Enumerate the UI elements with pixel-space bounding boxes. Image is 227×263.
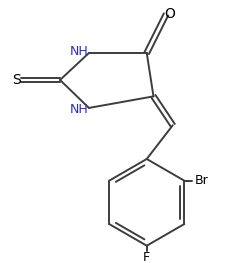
Text: F: F — [143, 251, 150, 263]
Text: Br: Br — [195, 174, 209, 187]
Text: O: O — [164, 7, 175, 22]
Text: S: S — [12, 73, 21, 87]
Text: NH: NH — [70, 103, 89, 116]
Text: NH: NH — [70, 44, 89, 58]
